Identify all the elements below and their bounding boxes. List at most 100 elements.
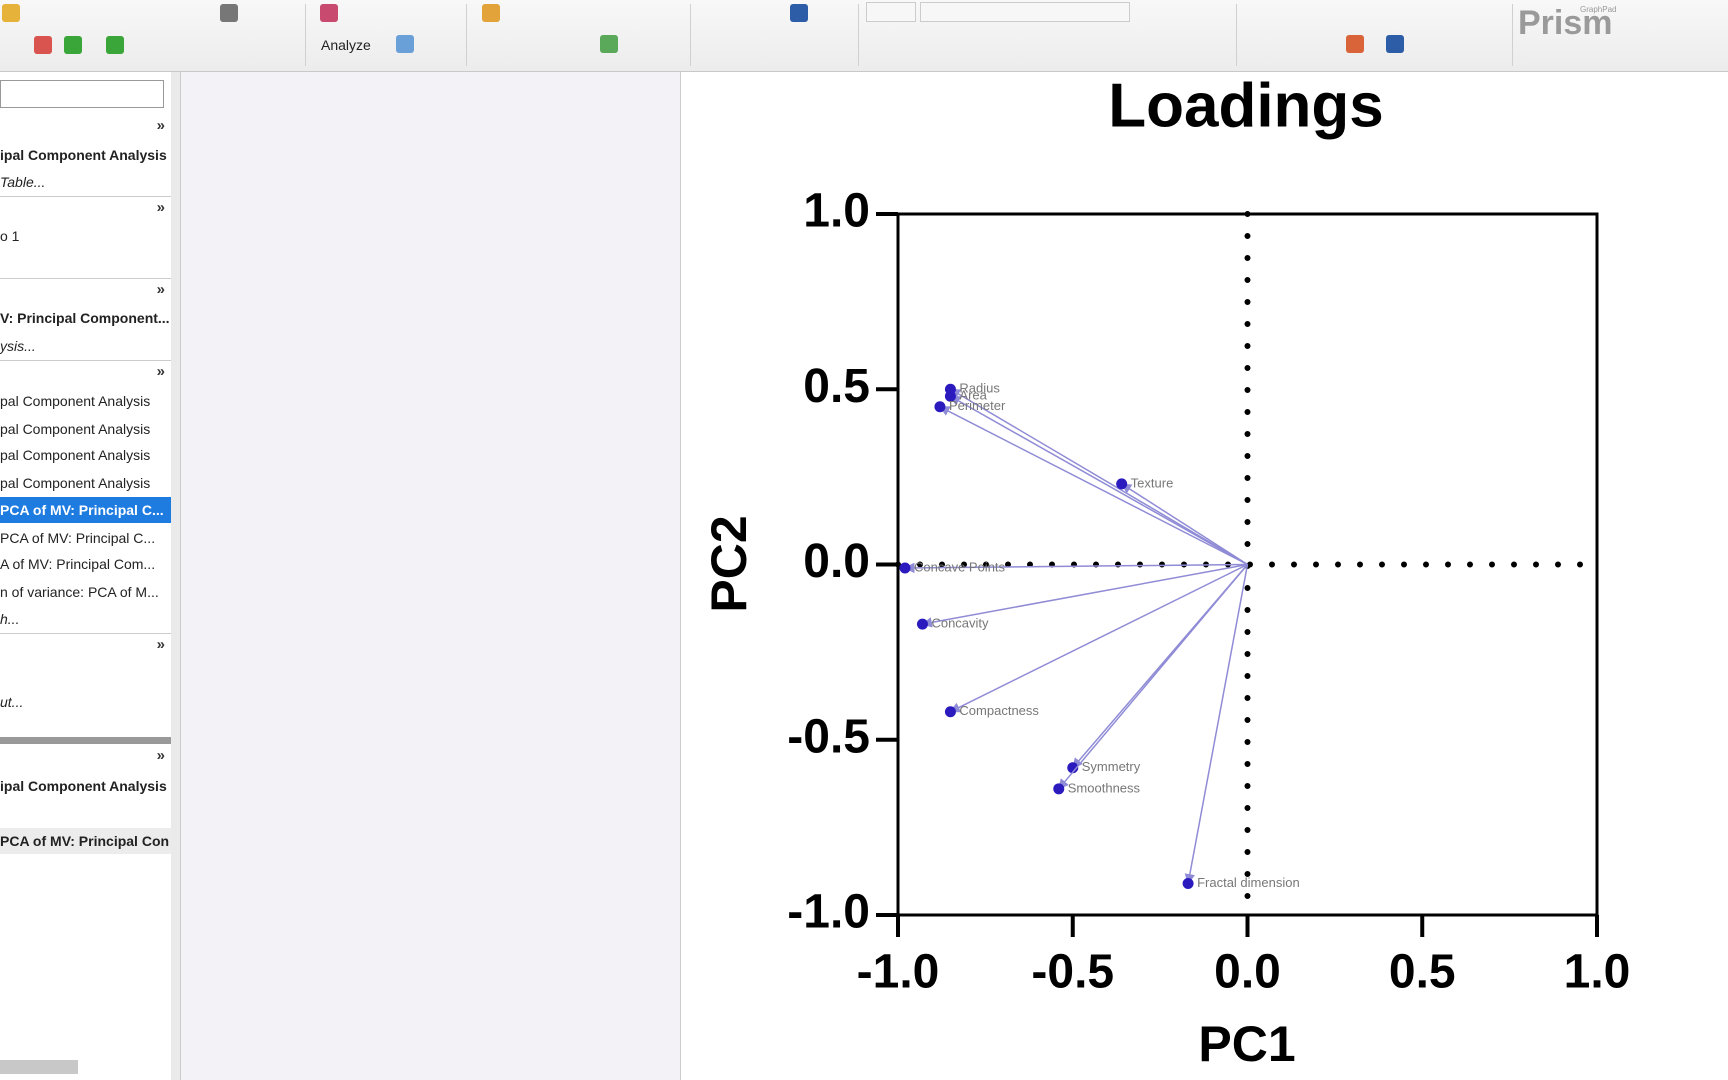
dropdown[interactable] — [0, 80, 164, 108]
point-label: Concave Points — [914, 559, 1006, 574]
loading-vector — [939, 406, 1248, 566]
scrollbar[interactable] — [0, 1060, 78, 1074]
separator — [1512, 4, 1513, 66]
point — [1182, 877, 1194, 889]
y-axis-title: PC2 — [701, 515, 757, 612]
point-label: Texture — [1131, 475, 1174, 490]
nav-item[interactable]: pal Component Analysis — [0, 447, 151, 463]
loading-vector — [1184, 564, 1249, 885]
point-label: Perimeter — [949, 398, 1006, 413]
nav-item[interactable]: ysis... — [0, 338, 36, 354]
nav-item[interactable]: pal Component Analysis — [0, 393, 151, 409]
point — [944, 706, 956, 718]
x-tick-label: 0.5 — [1389, 946, 1456, 999]
y-tick-label: 1.0 — [803, 185, 870, 238]
point-label: Smoothness — [1068, 780, 1141, 795]
chevron[interactable]: » — [156, 747, 165, 764]
separator — [1236, 4, 1237, 66]
x-tick-label: 1.0 — [1564, 946, 1631, 999]
x-axis-title: PC1 — [1198, 1016, 1295, 1072]
point-label: Symmetry — [1082, 759, 1141, 774]
divider — [0, 278, 171, 279]
nav-item[interactable]: ipal Component Analysis — [0, 147, 167, 163]
nav-item[interactable]: ipal Component Analysis — [0, 778, 167, 794]
nav-item[interactable]: ut... — [0, 694, 24, 710]
toolbar: Analyze GraphPad Prism — [0, 0, 1728, 72]
point — [934, 401, 946, 413]
loading-vector — [949, 388, 1248, 566]
nav-item[interactable]: Table... — [0, 174, 46, 190]
icon[interactable] — [790, 4, 808, 22]
loading-vector — [1058, 564, 1249, 790]
chevron[interactable]: » — [156, 281, 165, 298]
chart-title: Loadings — [1108, 71, 1384, 140]
point-label: Radius — [959, 381, 1000, 396]
analyze-button[interactable]: Analyze — [321, 37, 371, 53]
separator — [466, 4, 467, 66]
icon[interactable] — [396, 35, 414, 53]
point — [1067, 762, 1079, 774]
point-label: Concavity — [931, 616, 989, 631]
y-tick-label: -1.0 — [787, 886, 870, 939]
divider — [0, 633, 171, 634]
point — [916, 618, 928, 630]
loading-vector — [949, 395, 1248, 566]
icon[interactable] — [320, 4, 338, 22]
graph-page — [681, 72, 1728, 1080]
x-tick-label: -1.0 — [857, 946, 940, 999]
icon[interactable] — [1346, 35, 1364, 53]
x-tick-label: -0.5 — [1031, 946, 1114, 999]
brand: Prism — [1518, 4, 1613, 42]
icon[interactable] — [34, 36, 52, 54]
chevron[interactable]: » — [156, 199, 165, 216]
font-size-box[interactable] — [866, 2, 916, 22]
font-box[interactable] — [920, 2, 1130, 22]
splitter[interactable] — [0, 737, 171, 744]
y-tick-label: 0.0 — [803, 535, 870, 588]
loading-vector — [921, 563, 1248, 628]
loading-vector — [1120, 483, 1248, 566]
point — [1116, 478, 1128, 490]
icon[interactable] — [106, 36, 124, 54]
splitter[interactable] — [171, 72, 181, 1080]
chevron[interactable]: » — [156, 117, 165, 134]
separator — [690, 4, 691, 66]
y-tick-label: -0.5 — [787, 710, 870, 763]
loading-vector — [949, 563, 1248, 713]
point-label: Fractal dimension — [1197, 875, 1300, 890]
icon[interactable] — [1386, 35, 1404, 53]
nav-item[interactable]: A of MV: Principal Com... — [0, 556, 156, 572]
brand-small: GraphPad — [1580, 5, 1617, 14]
chevron[interactable]: » — [156, 636, 165, 653]
point — [944, 390, 956, 402]
nav-item[interactable]: PCA of MV: Principal Con — [0, 828, 171, 854]
nav-item[interactable]: o 1 — [0, 228, 20, 244]
point — [899, 562, 911, 574]
nav-item[interactable]: n of variance: PCA of M... — [0, 584, 159, 600]
loading-vector — [903, 562, 1248, 574]
separator — [858, 4, 859, 66]
nav-item[interactable]: pal Component Analysis — [0, 421, 151, 437]
nav-item[interactable]: pal Component Analysis — [0, 475, 151, 491]
nav-item[interactable]: PCA of MV: Principal C... — [0, 530, 156, 546]
y-tick-label: 0.5 — [803, 360, 870, 413]
separator — [305, 4, 306, 66]
nav-item[interactable]: V: Principal Component... — [0, 310, 170, 326]
divider — [0, 360, 171, 361]
navigator: » ipal Component Analysis Table... » o 1… — [0, 72, 172, 1080]
point-label: Compactness — [959, 703, 1039, 718]
divider — [0, 196, 171, 197]
nav-item-selected[interactable]: PCA of MV: Principal C... — [0, 497, 171, 523]
icon[interactable] — [600, 35, 618, 53]
chevron[interactable]: » — [156, 363, 165, 380]
icon[interactable] — [220, 4, 238, 22]
icon[interactable] — [2, 4, 20, 22]
icon[interactable] — [64, 36, 82, 54]
icon[interactable] — [482, 4, 500, 22]
nav-item[interactable]: h... — [0, 611, 20, 627]
point-label: Area — [959, 388, 987, 403]
sheet-panel — [181, 72, 681, 1080]
point — [1053, 783, 1065, 795]
